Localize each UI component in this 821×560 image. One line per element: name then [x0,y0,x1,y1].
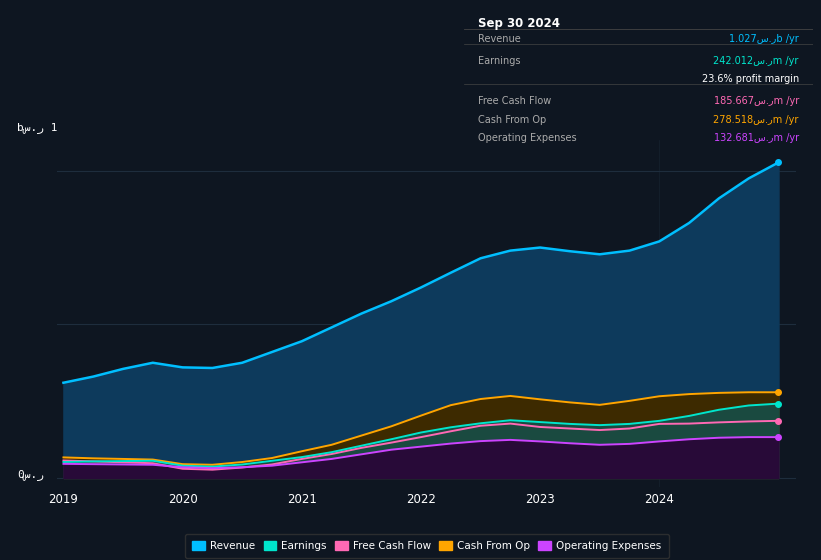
Text: 1.027س.رb /yr: 1.027س.رb /yr [729,34,799,44]
Text: Free Cash Flow: Free Cash Flow [478,96,551,106]
Text: 23.6% profit margin: 23.6% profit margin [702,74,799,84]
Text: 278.518س.رm /yr: 278.518س.رm /yr [713,115,799,125]
Text: Revenue: Revenue [478,34,521,44]
Text: Cash From Op: Cash From Op [478,115,546,125]
Text: 0س.ر: 0س.ر [17,469,44,480]
Text: 242.012س.رm /yr: 242.012س.رm /yr [713,57,799,67]
Text: Sep 30 2024: Sep 30 2024 [478,17,560,30]
Text: Operating Expenses: Operating Expenses [478,133,576,143]
Legend: Revenue, Earnings, Free Cash Flow, Cash From Op, Operating Expenses: Revenue, Earnings, Free Cash Flow, Cash … [186,534,668,558]
Text: Earnings: Earnings [478,57,521,67]
Text: 132.681س.رm /yr: 132.681س.رm /yr [713,133,799,143]
Text: 185.667س.رm /yr: 185.667س.رm /yr [713,96,799,106]
Text: bس.ر 1: bس.ر 1 [17,122,57,133]
